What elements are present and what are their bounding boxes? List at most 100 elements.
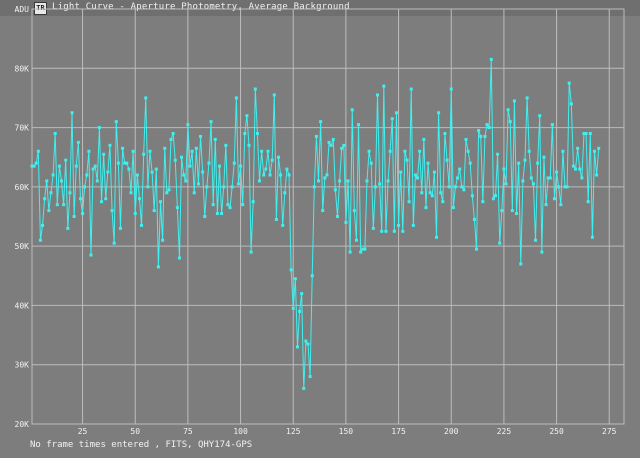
data-point [276, 155, 280, 159]
data-point [112, 241, 116, 245]
data-point [247, 143, 251, 147]
data-point [340, 146, 344, 150]
data-point [150, 170, 154, 174]
x-tick-label: 250 [549, 427, 564, 436]
data-point [260, 149, 264, 153]
data-point [354, 238, 358, 242]
data-point [194, 146, 198, 150]
data-point [344, 220, 348, 224]
data-point [274, 217, 278, 221]
data-point [496, 152, 500, 156]
data-point [213, 137, 217, 141]
data-point [232, 161, 236, 165]
data-point [167, 188, 171, 192]
data-point [270, 158, 274, 162]
data-point [285, 167, 289, 171]
data-point [548, 176, 552, 180]
data-point [470, 194, 474, 198]
x-tick-label: 200 [444, 427, 459, 436]
data-point [567, 81, 571, 85]
data-point [571, 164, 575, 168]
data-point [523, 158, 527, 162]
data-point [388, 149, 392, 153]
data-point [91, 167, 95, 171]
data-point [485, 123, 489, 127]
data-point [506, 108, 510, 112]
data-point [508, 120, 512, 124]
data-point [228, 206, 232, 210]
data-point [512, 99, 516, 103]
data-point [323, 176, 327, 180]
data-point [563, 185, 567, 189]
data-point [527, 149, 531, 153]
data-point [300, 292, 304, 296]
data-point [464, 137, 468, 141]
data-point [546, 176, 550, 180]
data-point [352, 209, 356, 213]
data-point [304, 339, 308, 343]
data-point [515, 212, 519, 216]
data-point [428, 191, 432, 195]
data-point [447, 185, 451, 189]
data-point [249, 250, 253, 254]
x-tick-label: 150 [339, 427, 354, 436]
data-point [582, 132, 586, 135]
data-point [329, 143, 333, 147]
data-point [207, 161, 211, 165]
data-point [293, 277, 297, 281]
data-point [161, 238, 165, 242]
data-point [498, 241, 502, 245]
y-tick-label: 20K [15, 420, 30, 429]
data-point [451, 206, 455, 210]
data-point [190, 149, 194, 153]
data-point [491, 197, 495, 201]
data-point [392, 229, 396, 233]
data-point [439, 191, 443, 195]
data-point [561, 149, 565, 153]
data-point [140, 223, 144, 227]
series-line [32, 59, 600, 389]
data-point [226, 203, 230, 207]
data-point [590, 235, 594, 239]
data-point [519, 262, 523, 266]
data-point [350, 108, 354, 112]
data-point [230, 185, 234, 189]
data-point [481, 200, 485, 204]
data-point [333, 188, 337, 192]
data-point [432, 170, 436, 174]
data-point [390, 117, 394, 121]
data-point [479, 134, 483, 138]
data-point [378, 182, 382, 186]
data-point [102, 152, 106, 156]
data-point [593, 149, 597, 153]
data-point [413, 173, 417, 177]
data-point [342, 143, 346, 147]
data-point [241, 203, 245, 207]
data-point [403, 149, 407, 153]
data-point [142, 152, 146, 156]
data-point [569, 102, 573, 106]
data-point [146, 185, 150, 189]
data-point [483, 134, 487, 138]
data-point [173, 158, 177, 162]
y-tick-label: 80K [15, 64, 30, 73]
data-point [371, 226, 375, 230]
data-point [74, 164, 78, 168]
data-point [255, 132, 259, 135]
data-point [43, 197, 47, 201]
data-point [220, 212, 224, 216]
x-tick-label: 175 [391, 427, 406, 436]
data-point [104, 197, 108, 201]
data-point [59, 179, 63, 183]
data-point [426, 161, 430, 165]
data-point [218, 164, 222, 168]
status-text: No frame times entered , FITS, QHY174-GP… [30, 440, 253, 450]
data-point [317, 179, 321, 183]
data-point [409, 87, 413, 91]
data-point [188, 164, 192, 168]
data-point [357, 123, 361, 127]
data-point [291, 306, 295, 310]
data-point [597, 146, 601, 150]
data-point [401, 229, 405, 233]
data-point [268, 173, 272, 177]
